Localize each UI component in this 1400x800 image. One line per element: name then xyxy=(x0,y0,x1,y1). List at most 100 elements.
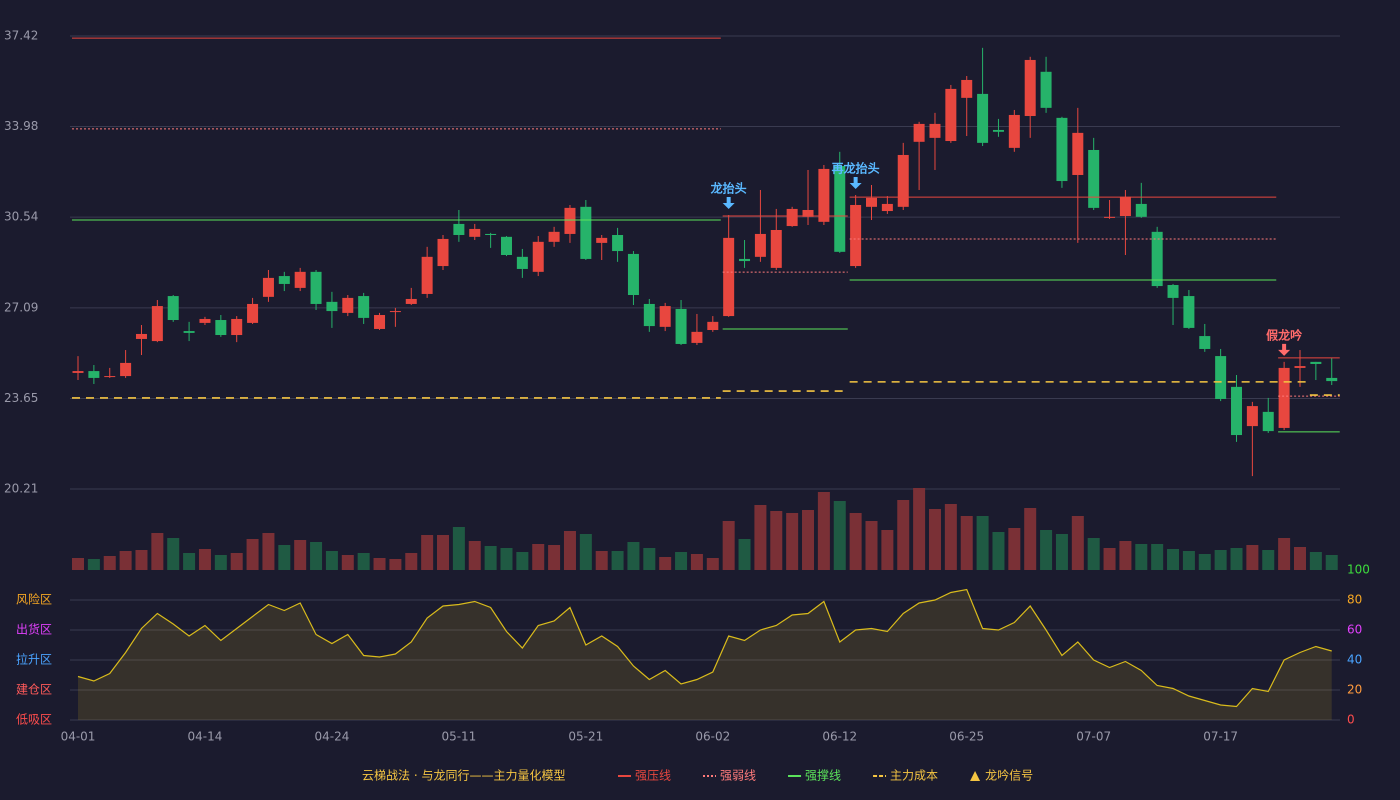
candle-body xyxy=(1024,59,1036,117)
volume-bar xyxy=(214,555,227,570)
candle-body xyxy=(342,297,354,313)
signal-arrow xyxy=(722,196,735,209)
candle-body xyxy=(310,271,322,304)
candle-body xyxy=(215,320,227,336)
volume-bar xyxy=(1024,508,1037,570)
volume-bar xyxy=(198,549,211,570)
candle-body xyxy=(485,233,497,235)
candle-body xyxy=(326,301,338,312)
volume-bar xyxy=(1040,530,1053,570)
candle-body xyxy=(247,303,259,323)
volume-bar xyxy=(1278,538,1291,570)
candle-body xyxy=(897,154,909,207)
volume-bar xyxy=(151,533,164,570)
x-tick-label: 05-11 xyxy=(441,730,476,744)
y-tick-label: 60 xyxy=(1347,623,1362,637)
candle-body xyxy=(564,207,576,234)
oscillator-line xyxy=(77,588,1332,708)
y-tick-label: 40 xyxy=(1347,653,1362,667)
volume-bar xyxy=(230,553,243,570)
volume-bar xyxy=(833,501,846,570)
volume-bar xyxy=(72,558,84,570)
y-tick-label: 80 xyxy=(1347,593,1362,607)
volume-bar xyxy=(468,541,481,570)
volume-bar xyxy=(278,545,291,570)
candle-body xyxy=(1135,203,1147,217)
candle-body xyxy=(596,237,608,243)
candle-body xyxy=(1310,361,1322,364)
volume-bar xyxy=(690,554,703,570)
volume-bar xyxy=(1262,550,1275,570)
volume-bar xyxy=(373,558,386,570)
volume-bar xyxy=(103,556,116,570)
volume-bar xyxy=(1135,544,1148,570)
candle-body xyxy=(262,277,274,297)
x-tick-label: 06-25 xyxy=(949,730,984,744)
volume-bar xyxy=(976,516,989,570)
volume-bar xyxy=(1008,528,1021,570)
y-tick-label: 23.65 xyxy=(4,391,38,405)
candle-body xyxy=(675,308,687,344)
volume-bar xyxy=(817,492,830,570)
candle-body xyxy=(1040,71,1052,108)
volume-bar xyxy=(897,500,910,570)
volume-bar xyxy=(1103,548,1116,570)
volume-bar xyxy=(738,539,751,570)
volume-bar xyxy=(1087,538,1100,570)
candle-body xyxy=(374,315,386,329)
signal-arrow xyxy=(1278,343,1291,356)
candle-body xyxy=(1278,367,1290,428)
legend-label: 主力成本 xyxy=(890,769,938,783)
candle-body xyxy=(850,204,862,267)
candle-body xyxy=(834,166,846,252)
volume-bar xyxy=(928,509,941,570)
volume-bar xyxy=(627,542,640,570)
candle-body xyxy=(104,376,116,378)
candle-body xyxy=(1246,406,1258,427)
candle-body xyxy=(199,318,211,323)
candle-body xyxy=(723,237,735,317)
candle-body xyxy=(770,229,782,268)
volume-bar xyxy=(1182,551,1195,570)
candle-body xyxy=(1119,196,1131,217)
candle-body xyxy=(294,271,306,288)
candle-body xyxy=(88,371,100,378)
legend-label: 龙吟信号 xyxy=(985,768,1033,783)
candle-body xyxy=(1008,114,1020,148)
candle-body xyxy=(643,303,655,327)
volume-bar xyxy=(1198,554,1211,570)
candle-body xyxy=(1151,231,1163,287)
candle-body xyxy=(913,123,925,142)
y-tick-label: 33.98 xyxy=(4,119,38,133)
volume-bar xyxy=(770,511,783,570)
candle-body xyxy=(1104,216,1116,218)
candle-body xyxy=(231,318,243,336)
volume-bar xyxy=(294,540,307,570)
volume-bar xyxy=(786,513,799,570)
legend-swatch xyxy=(970,771,981,781)
x-tick-label: 06-02 xyxy=(695,730,730,744)
volume-bar xyxy=(754,505,767,570)
volume-bar xyxy=(246,539,259,570)
x-tick-label: 04-24 xyxy=(314,730,349,744)
candle-body xyxy=(72,371,84,373)
signal-label: 假龙吟 xyxy=(1266,327,1302,342)
volume-bar xyxy=(881,530,894,570)
signal-arrow xyxy=(849,176,862,189)
volume-bar xyxy=(119,551,132,570)
volume-bar xyxy=(341,555,354,570)
candle-body xyxy=(389,311,401,313)
volume-bar xyxy=(913,488,926,570)
candle-body xyxy=(866,197,877,207)
volume-bar xyxy=(1151,544,1164,570)
candle-body xyxy=(453,223,465,235)
candle-body xyxy=(627,253,639,296)
candle-body xyxy=(707,321,719,331)
candle-body xyxy=(1231,386,1243,436)
volume-bar xyxy=(167,538,180,570)
candle-body xyxy=(1183,296,1195,328)
volume-bar xyxy=(405,553,418,570)
volume-bar xyxy=(802,510,815,570)
candle-body xyxy=(151,306,163,342)
